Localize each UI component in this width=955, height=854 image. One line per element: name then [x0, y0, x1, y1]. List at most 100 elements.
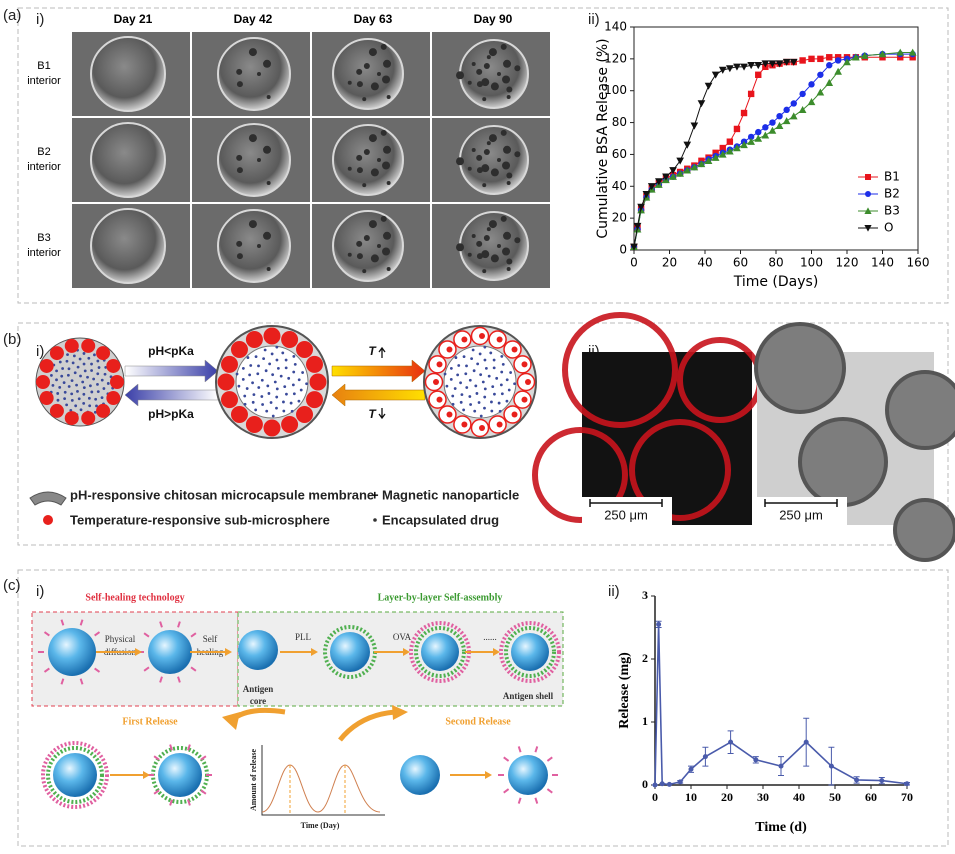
drug [505, 378, 509, 382]
marker [747, 133, 755, 141]
pore [456, 157, 465, 166]
drug [93, 410, 97, 414]
marker [864, 207, 872, 214]
microsphere [332, 38, 404, 110]
sub-microsphere [106, 358, 121, 373]
marker [677, 779, 683, 785]
pore [377, 158, 381, 162]
drug [487, 374, 491, 378]
y-tick-label: 60 [612, 147, 627, 161]
step-arrowhead [493, 648, 500, 656]
drug [451, 394, 455, 398]
ring [562, 312, 678, 428]
marker [754, 134, 763, 142]
pore [263, 59, 272, 68]
x-tick-label: 0 [652, 790, 658, 804]
drug [275, 345, 279, 349]
marker [878, 50, 887, 58]
pore [263, 231, 272, 240]
marker [630, 243, 638, 251]
drug [451, 402, 455, 406]
drug [284, 358, 288, 362]
sphere [400, 755, 440, 795]
down-arrow [378, 408, 386, 420]
drug [275, 395, 279, 399]
marker [834, 67, 842, 75]
row-label: B3 [37, 232, 50, 244]
antigen [190, 632, 197, 638]
drug [476, 362, 480, 366]
marker [778, 763, 784, 769]
drug [483, 395, 487, 399]
drug [81, 380, 85, 384]
drug [266, 384, 270, 388]
pore [506, 258, 513, 265]
marker [747, 137, 755, 145]
pore [236, 253, 243, 260]
pore [356, 240, 363, 247]
drug [481, 380, 485, 384]
sub-label: ii) [608, 583, 620, 600]
sub-microsphere [436, 361, 443, 368]
sub-microsphere [296, 406, 314, 424]
drug [283, 385, 287, 389]
x-tick-label: 60 [733, 256, 748, 270]
drug [237, 384, 241, 388]
pore [386, 95, 391, 100]
drug [75, 383, 78, 387]
pore [266, 181, 271, 186]
drug [454, 356, 458, 359]
drug [479, 414, 483, 418]
drug [509, 371, 513, 374]
row-label: interior [27, 247, 61, 259]
pore [257, 158, 261, 162]
pore [514, 237, 521, 244]
pore [266, 267, 271, 272]
drug [493, 392, 496, 396]
drug [499, 383, 503, 387]
sub-microsphere [309, 373, 327, 391]
pore [490, 168, 499, 177]
sub-microsphere [305, 391, 323, 409]
drug [271, 373, 275, 377]
pore [471, 61, 476, 66]
drug [477, 401, 481, 404]
y-axis-label: Cumulative BSA Release (%) [595, 38, 611, 238]
marker [798, 105, 807, 114]
drug [97, 366, 101, 369]
drug [468, 395, 472, 398]
pore [257, 244, 261, 248]
pore [356, 167, 363, 174]
drug [483, 358, 487, 362]
pore [471, 147, 476, 152]
pore [263, 145, 272, 154]
drug [449, 377, 453, 381]
box-title: Self-healing technology [85, 592, 184, 603]
drug [281, 351, 285, 355]
sphere [330, 632, 370, 672]
pore [514, 151, 521, 158]
x-tick-label: 70 [901, 790, 913, 804]
drug [490, 400, 493, 404]
marker [817, 55, 824, 63]
marker [690, 122, 699, 130]
capsule [893, 498, 955, 562]
drug [79, 374, 82, 378]
pore [370, 82, 379, 91]
series-line [633, 53, 913, 247]
sub-microsphere [96, 346, 111, 361]
pore [506, 267, 511, 272]
pore [514, 65, 521, 72]
sub-microsphere [110, 375, 124, 389]
sub-microsphere [81, 338, 96, 353]
panel-label: (a) [3, 7, 21, 24]
marker [728, 739, 734, 745]
pore [476, 154, 483, 161]
pore [500, 129, 507, 136]
pore [467, 252, 472, 257]
marker [896, 48, 905, 56]
antigen [190, 666, 197, 672]
marker [633, 222, 642, 230]
drug [445, 384, 449, 388]
sub-microsphere [49, 346, 64, 361]
